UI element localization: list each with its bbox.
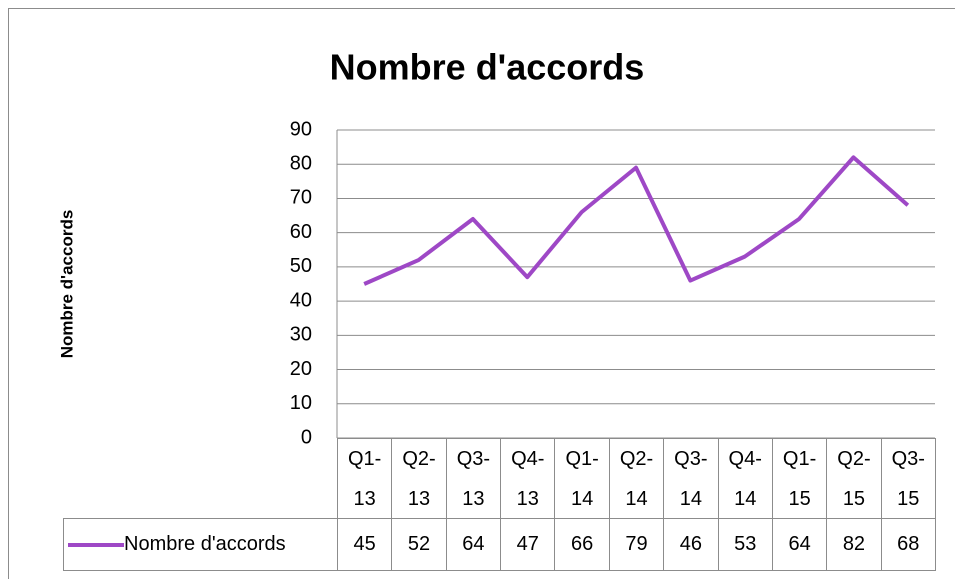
category-cell: Q1-14: [554, 438, 610, 519]
y-tick-label: 90: [290, 118, 312, 140]
value-cell: 64: [771, 518, 828, 571]
cell-text: Q1-13: [348, 447, 382, 510]
cell-text: 82: [842, 533, 866, 555]
cell-text: 64: [462, 533, 485, 555]
y-tick-label: 20: [290, 358, 312, 380]
category-cell: Q2-13: [391, 438, 447, 519]
legend-swatch: [68, 542, 124, 547]
y-tick-label: 80: [290, 153, 312, 175]
cell-text: Q1-15: [782, 447, 817, 510]
cell-text: 68: [897, 533, 920, 555]
value-cell: 82: [826, 518, 882, 571]
cell-text: 53: [734, 533, 757, 555]
y-tick-label: 10: [290, 392, 312, 414]
legend-label: Nombre d'accords: [124, 533, 286, 555]
y-tick-label: 50: [290, 255, 312, 277]
value-cell: 52: [391, 518, 447, 571]
cell-text: Q2-15: [837, 447, 871, 510]
cell-text: 46: [679, 533, 702, 555]
category-cell: Q3-13: [445, 438, 502, 519]
category-cell: Q3-14: [663, 438, 719, 519]
cell-text: Q4-14: [728, 447, 762, 510]
cell-text: 64: [788, 533, 811, 555]
category-cell: Q1-15: [771, 438, 828, 519]
category-cell: Q4-13: [500, 438, 556, 519]
cell-text: 47: [516, 533, 539, 555]
value-cell: 47: [500, 518, 556, 571]
cell-text: Q3-15: [891, 447, 925, 510]
value-cell: 79: [608, 518, 665, 571]
chart-frame: [8, 8, 955, 579]
cell-text: Q2-13: [402, 447, 436, 510]
category-cell: Q4-14: [717, 438, 773, 519]
cell-text: 45: [353, 533, 376, 555]
chart-title: Nombre d'accords: [330, 47, 645, 88]
cell-text: Q3-13: [456, 447, 491, 510]
cell-text: 52: [407, 533, 431, 555]
value-cell: 66: [554, 518, 610, 571]
category-cell: Q2-15: [826, 438, 882, 519]
value-cell: 53: [717, 518, 773, 571]
cell-text: Q4-13: [511, 447, 545, 510]
cell-text: Q2-14: [619, 447, 654, 510]
y-tick-label: 60: [290, 221, 312, 243]
legend-cell: Nombre d'accords: [63, 518, 338, 571]
y-tick-label: 70: [290, 187, 312, 209]
category-cell: Q2-14: [608, 438, 665, 519]
value-cell: 64: [445, 518, 502, 571]
y-tick-label: 0: [301, 426, 312, 448]
y-tick-label: 40: [290, 289, 312, 311]
cell-text: 79: [625, 533, 648, 555]
y-tick-label: 30: [290, 324, 312, 346]
value-cell: 45: [337, 518, 393, 571]
value-cell: 68: [880, 518, 936, 571]
cell-text: Q1-14: [565, 447, 599, 510]
y-axis-label: Nombre d'accords: [57, 210, 76, 359]
category-cell: Q1-13: [337, 438, 393, 519]
cell-text: Q3-14: [674, 447, 708, 510]
value-cell: 46: [663, 518, 719, 571]
series-line: [363, 155, 910, 286]
category-cell: Q3-15: [880, 438, 936, 519]
cell-text: 66: [571, 533, 594, 555]
